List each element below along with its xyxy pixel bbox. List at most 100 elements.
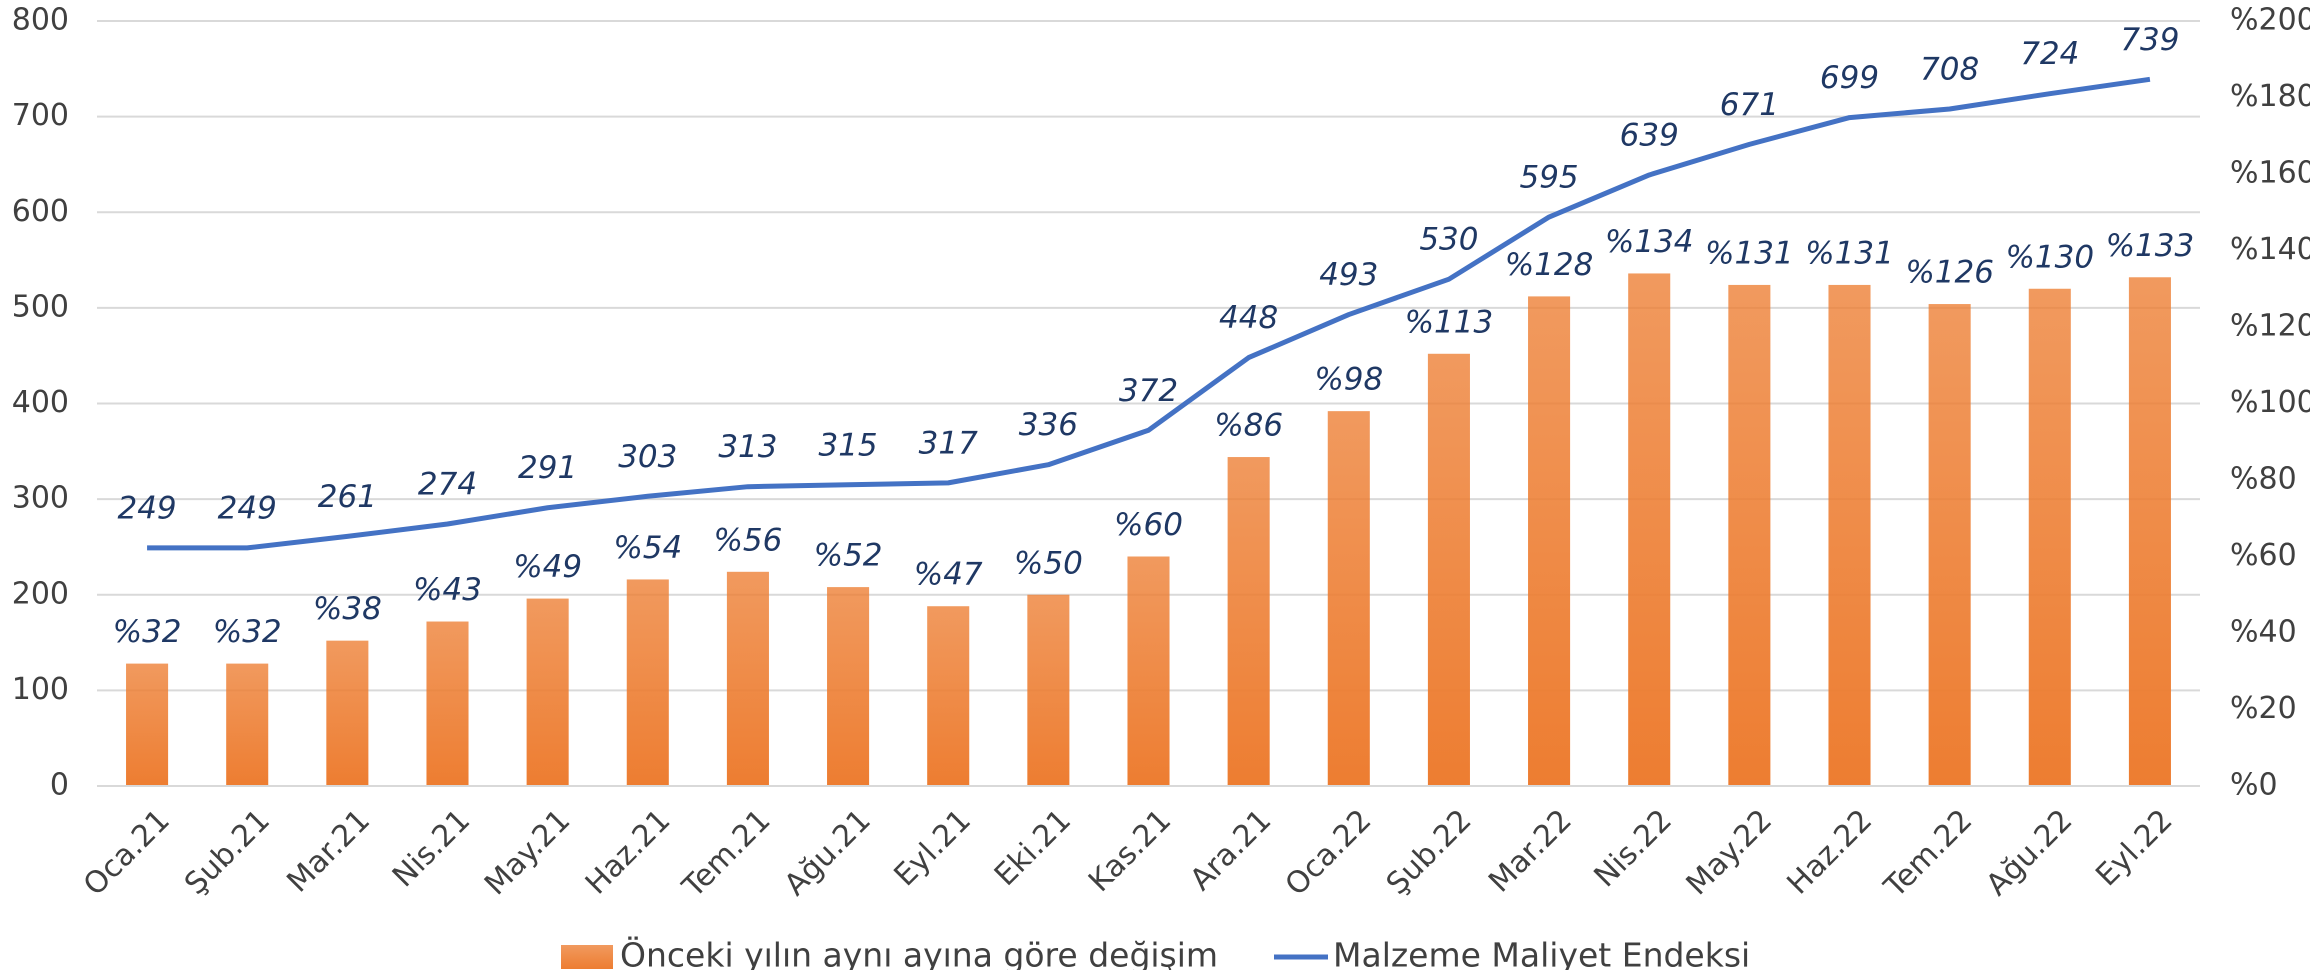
legend-swatch [561,945,613,969]
bar [1728,284,1771,786]
line-label: 639 [1620,117,1679,153]
x-tick-label: Tem.22 [1877,803,1979,905]
y2-tick-label: %200 [2230,3,2310,38]
y-tick-label: 100 [12,672,69,707]
y-tick-label: 300 [12,481,69,516]
bar [1227,457,1270,786]
bar-label: %126 [1905,255,1994,291]
bar-label: %86 [1214,408,1283,444]
x-tick-label: Nis.22 [1588,803,1679,894]
line-label: 699 [1820,60,1879,96]
bar-label: %133 [2106,228,2195,264]
bar-label: %47 [914,557,983,593]
bar [1628,273,1671,786]
y2-tick-label: %100 [2230,385,2310,420]
x-tick-label: May.21 [478,803,577,902]
y-tick-label: 400 [12,385,69,420]
y-tick-label: 0 [50,768,69,803]
x-tick-label: Mar.21 [280,803,377,900]
bar [827,587,870,786]
bar [1928,304,1971,786]
y-tick-label: 600 [12,194,69,229]
bar-label: %128 [1505,247,1594,283]
y2-tick-label: %40 [2230,615,2297,650]
y-tick-label: 800 [12,3,69,38]
x-tick-label: Haz.21 [579,803,678,902]
bar-label: %131 [1805,235,1894,271]
bar-label: %98 [1314,362,1383,398]
x-tick-label: Ara.21 [1184,803,1279,898]
y-tick-label: 700 [12,98,69,133]
legend-label: Malzeme Maliyet Endeksi [1333,936,1750,970]
line-label: 249 [218,490,277,526]
bar-label: %49 [513,549,582,585]
line-label: 724 [2020,36,2079,72]
x-tick-label: Mar.22 [1482,803,1579,900]
bar [2128,277,2171,786]
bar [226,663,269,786]
bar-label: %134 [1605,224,1694,260]
bar-label: %32 [113,614,182,650]
x-tick-label: Eki.21 [988,803,1078,893]
bar-label: %50 [1014,545,1083,581]
bar-label: %32 [213,614,282,650]
line-label: 493 [1319,257,1378,293]
x-tick-label: Şub.21 [178,803,277,902]
line-label: 336 [1019,407,1078,443]
line-label: 317 [919,425,978,461]
x-tick-label: Oca.22 [1279,803,1379,903]
bar-label: %131 [1705,235,1794,271]
bar [326,640,369,786]
bar [526,598,569,786]
x-tick-label: Tem.21 [675,803,777,905]
y2-tick-label: %60 [2230,538,2297,573]
bar-label: %113 [1405,304,1494,340]
line-label: 448 [1219,300,1278,336]
y2-tick-label: %140 [2230,232,2310,267]
bar-label: %56 [713,522,782,558]
bar-label: %43 [413,572,482,608]
x-tick-label: Kas.21 [1082,803,1178,899]
line-label: 274 [418,466,477,502]
x-tick-label: Eyl.21 [888,803,978,893]
bar-label: %38 [313,591,382,627]
y2-tick-label: %80 [2230,462,2297,497]
bar [126,663,169,786]
x-tick-label: Nis.21 [386,803,477,894]
line-label: 313 [718,429,777,465]
x-tick-label: May.22 [1680,803,1779,902]
x-tick-label: Haz.22 [1781,803,1880,902]
x-tick-label: Ağu.21 [778,803,878,903]
bar [2028,288,2071,786]
bar [1427,353,1470,786]
bar [1027,594,1070,786]
line-label: 530 [1419,222,1478,258]
y-tick-label: 500 [12,289,69,324]
x-tick-label: Eyl.22 [2089,803,2179,893]
bar [927,606,970,786]
x-tick-label: Ağu.22 [1980,803,2080,903]
y2-tick-label: %0 [2230,768,2278,803]
bar-label: %54 [613,530,682,566]
line-label: 261 [318,479,377,515]
line-label: 595 [1519,160,1578,196]
line-label: 708 [1920,51,1979,87]
line-label: 249 [117,490,176,526]
bar [1327,411,1370,786]
line-label: 291 [518,450,577,486]
line-label: 315 [818,427,877,463]
y2-tick-label: %120 [2230,309,2310,344]
bar-label: %60 [1114,507,1183,543]
bar [1528,296,1571,786]
line-label: 303 [618,439,677,475]
legend-label: Önceki yılın aynı ayına göre değişim [620,935,1218,970]
bar [726,571,769,786]
bar [626,579,669,786]
bar [426,621,469,786]
bar-label: %130 [2005,239,2094,275]
x-tick-label: Şub.22 [1380,803,1479,902]
y2-tick-label: %160 [2230,156,2310,191]
bar [1828,284,1871,786]
y-tick-label: 200 [12,576,69,611]
bar-label: %52 [814,538,883,574]
